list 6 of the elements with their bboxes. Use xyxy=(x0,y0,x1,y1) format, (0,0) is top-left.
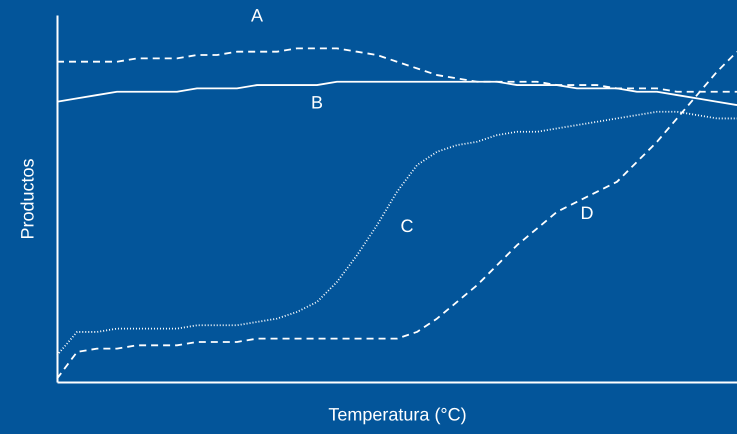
series-label: B xyxy=(310,92,324,113)
y-axis-title: Productos xyxy=(18,158,38,240)
x-axis-title: Temperatura (°C) xyxy=(328,404,467,424)
series-label: C xyxy=(400,216,414,236)
series-label: D xyxy=(580,202,594,223)
series-label: A xyxy=(250,5,264,26)
